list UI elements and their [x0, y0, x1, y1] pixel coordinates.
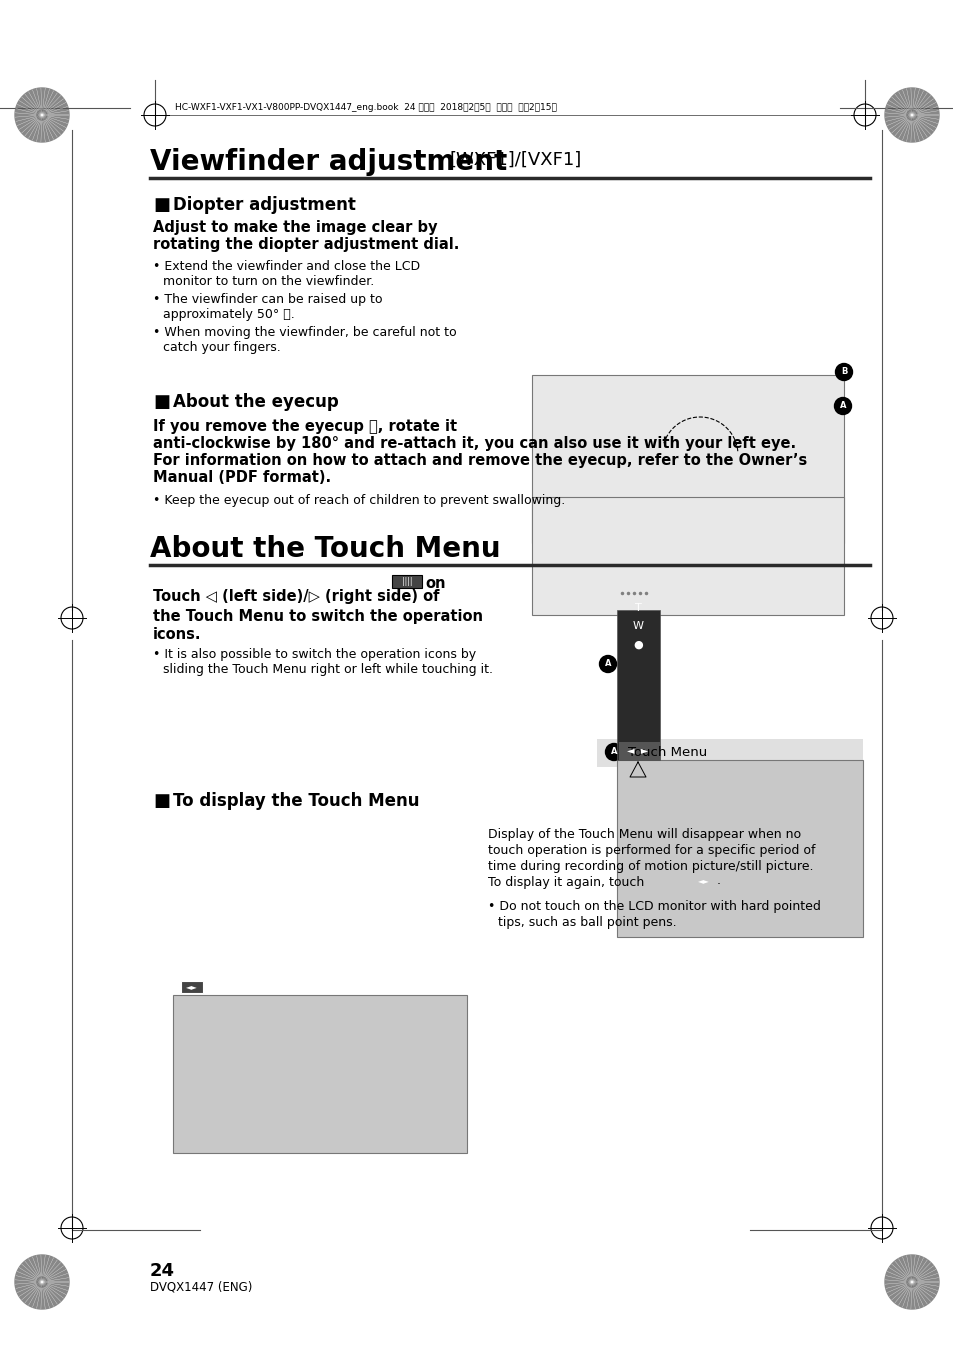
FancyBboxPatch shape — [172, 995, 467, 1153]
Text: B: B — [840, 368, 846, 376]
Text: About the Touch Menu: About the Touch Menu — [150, 535, 500, 563]
Text: tips, such as ball point pens.: tips, such as ball point pens. — [497, 917, 676, 929]
Text: Adjust to make the image clear by: Adjust to make the image clear by — [152, 220, 437, 235]
Text: catch your fingers.: catch your fingers. — [163, 341, 280, 355]
Text: rotating the diopter adjustment dial.: rotating the diopter adjustment dial. — [152, 237, 459, 252]
FancyBboxPatch shape — [692, 875, 714, 887]
Text: Viewfinder adjustment: Viewfinder adjustment — [150, 148, 507, 177]
Polygon shape — [15, 1255, 69, 1309]
Text: icons.: icons. — [152, 627, 201, 642]
Text: touch operation is performed for a specific period of: touch operation is performed for a speci… — [488, 844, 815, 857]
Text: A: A — [604, 659, 611, 669]
Text: A: A — [839, 402, 845, 411]
Text: • The viewfinder can be raised up to: • The viewfinder can be raised up to — [152, 293, 382, 306]
Polygon shape — [884, 1255, 938, 1309]
Text: ||||: |||| — [401, 577, 412, 585]
Text: ■: ■ — [152, 793, 170, 810]
Text: To display the Touch Menu: To display the Touch Menu — [172, 793, 419, 810]
FancyBboxPatch shape — [532, 497, 843, 615]
Text: • Extend the viewfinder and close the LCD: • Extend the viewfinder and close the LC… — [152, 260, 419, 274]
Text: anti-clockwise by 180° and re-attach it, you can also use it with your left eye.: anti-clockwise by 180° and re-attach it,… — [152, 435, 796, 452]
Polygon shape — [37, 1277, 47, 1287]
Text: [WXF1]/[VXF1]: [WXF1]/[VXF1] — [450, 151, 581, 168]
Text: DVQX1447 (ENG): DVQX1447 (ENG) — [150, 1281, 253, 1293]
Polygon shape — [906, 1277, 916, 1287]
Text: Display of the Touch Menu will disappear when no: Display of the Touch Menu will disappear… — [488, 828, 801, 841]
FancyBboxPatch shape — [617, 760, 862, 937]
Text: ■: ■ — [152, 195, 170, 214]
FancyBboxPatch shape — [617, 611, 659, 760]
Text: • Do not touch on the LCD monitor with hard pointed: • Do not touch on the LCD monitor with h… — [488, 900, 820, 913]
Circle shape — [605, 744, 622, 760]
Text: HC-WXF1-VXF1-VX1-V800PP-DVQX1447_eng.book  24 ページ  2018年2月5日  月曜日  午後2時15分: HC-WXF1-VXF1-VX1-V800PP-DVQX1447_eng.boo… — [174, 102, 557, 112]
Text: About the eyecup: About the eyecup — [172, 394, 338, 411]
Text: Touch ◁ (left side)/▷ (right side) of: Touch ◁ (left side)/▷ (right side) of — [152, 589, 439, 604]
Text: ◄  ►: ◄ ► — [627, 745, 648, 756]
Polygon shape — [37, 111, 47, 120]
Text: T: T — [634, 603, 640, 613]
Text: Touch Menu: Touch Menu — [627, 745, 706, 759]
FancyBboxPatch shape — [181, 981, 203, 993]
Text: ■: ■ — [152, 394, 170, 411]
Text: .: . — [717, 874, 720, 887]
Text: approximately 50° Ⓐ.: approximately 50° Ⓐ. — [163, 307, 294, 321]
Text: monitor to turn on the viewfinder.: monitor to turn on the viewfinder. — [163, 275, 374, 288]
Polygon shape — [884, 88, 938, 142]
Text: Manual (PDF format).: Manual (PDF format). — [152, 470, 331, 485]
Text: • It is also possible to switch the operation icons by: • It is also possible to switch the oper… — [152, 648, 476, 661]
FancyBboxPatch shape — [392, 576, 421, 588]
Circle shape — [834, 398, 851, 414]
Polygon shape — [906, 111, 916, 120]
Text: Diopter adjustment: Diopter adjustment — [172, 195, 355, 214]
Circle shape — [835, 364, 852, 380]
Text: • When moving the viewfinder, be careful not to: • When moving the viewfinder, be careful… — [152, 326, 456, 338]
Text: time during recording of motion picture/still picture.: time during recording of motion picture/… — [488, 860, 813, 874]
FancyBboxPatch shape — [597, 739, 862, 767]
Text: To display it again, touch: To display it again, touch — [488, 876, 643, 888]
Text: ◄►: ◄► — [186, 983, 197, 992]
FancyBboxPatch shape — [618, 741, 659, 760]
Text: ◄►: ◄► — [698, 876, 709, 886]
FancyBboxPatch shape — [532, 375, 843, 543]
Text: ●: ● — [633, 640, 642, 650]
Text: For information on how to attach and remove the eyecup, refer to the Owner’s: For information on how to attach and rem… — [152, 453, 806, 468]
Text: sliding the Touch Menu right or left while touching it.: sliding the Touch Menu right or left whi… — [163, 663, 493, 675]
Text: 24: 24 — [150, 1262, 174, 1281]
Text: A: A — [610, 748, 617, 756]
Text: • Keep the eyecup out of reach of children to prevent swallowing.: • Keep the eyecup out of reach of childr… — [152, 493, 565, 507]
Circle shape — [598, 655, 616, 673]
Text: the Touch Menu to switch the operation: the Touch Menu to switch the operation — [152, 609, 482, 624]
Text: If you remove the eyecup Ⓑ, rotate it: If you remove the eyecup Ⓑ, rotate it — [152, 419, 456, 434]
Text: W: W — [632, 621, 643, 631]
Polygon shape — [15, 88, 69, 142]
Text: on: on — [424, 576, 445, 590]
